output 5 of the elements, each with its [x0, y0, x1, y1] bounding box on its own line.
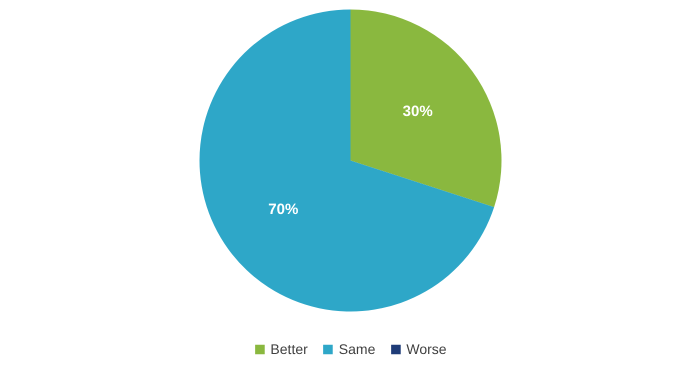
data-label: 30% — [402, 103, 433, 120]
legend-label: Worse — [406, 341, 447, 357]
legend-label: Better — [270, 341, 308, 357]
data-label: 70% — [268, 200, 298, 218]
legend-label: Same — [338, 341, 376, 357]
